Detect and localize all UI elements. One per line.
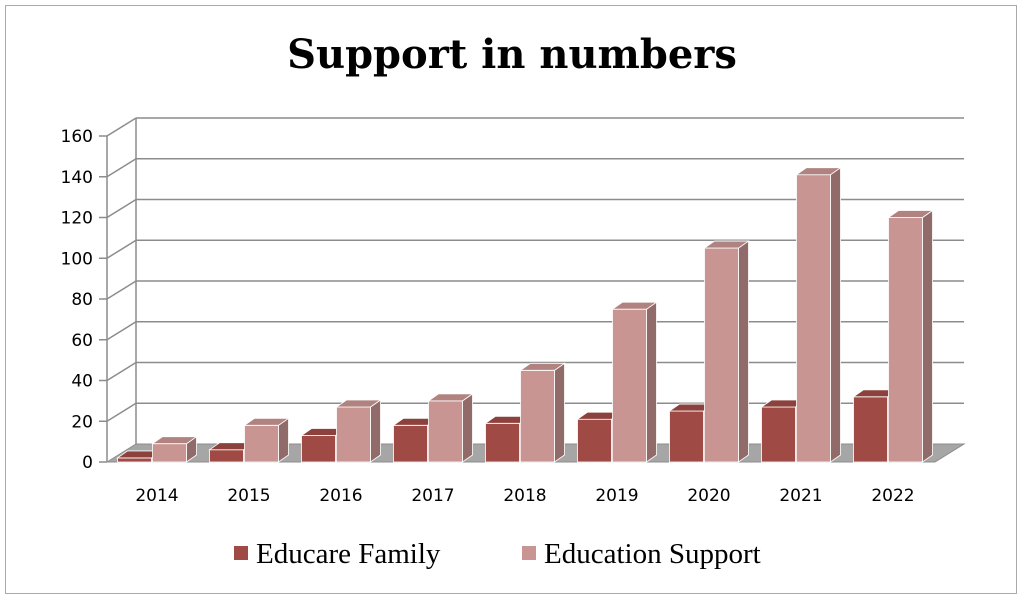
bar	[151, 435, 198, 463]
x-axis-ticks: 2014 2015 2016 2017 2018 2019 2020 2021 2022	[135, 486, 914, 506]
x-tick-label: 2018	[503, 486, 546, 506]
legend: Educare Family Education Support	[234, 538, 761, 570]
bar-top	[243, 417, 290, 426]
bar-top	[151, 436, 198, 445]
bar-side	[646, 301, 657, 463]
x-tick-label: 2022	[871, 486, 914, 506]
bar-front	[796, 174, 831, 463]
bar-side	[278, 417, 289, 463]
bar-side	[738, 240, 749, 463]
bar-side	[830, 166, 841, 463]
legend-swatch	[522, 546, 536, 560]
legend-item: Educare Family	[234, 538, 441, 570]
legend-swatch	[234, 546, 248, 560]
x-tick-label: 2021	[779, 486, 822, 506]
legend-label: Educare Family	[256, 538, 441, 570]
y-tick-label: 80	[71, 290, 93, 310]
bar-front	[485, 422, 520, 463]
bar-front	[393, 424, 428, 463]
y-axis-ticks: 0 20 40 60 80 100 120 140 160	[61, 127, 93, 473]
bar-front	[209, 449, 244, 463]
bar	[243, 417, 290, 463]
gridline-left	[106, 402, 137, 422]
bar-front	[577, 418, 612, 463]
x-tick-label: 2020	[687, 486, 730, 506]
y-tick-label: 0	[82, 453, 93, 473]
bar-front	[669, 410, 704, 463]
bar-front	[336, 406, 371, 463]
bar-top	[703, 240, 750, 249]
bar-front	[520, 369, 555, 463]
bar-front	[888, 217, 923, 463]
chart-frame	[5, 5, 1017, 594]
bar-side	[462, 393, 473, 463]
bar-top	[427, 393, 474, 402]
y-tick-label: 160	[61, 127, 93, 147]
bar	[335, 399, 382, 463]
legend-label: Education Support	[544, 538, 761, 570]
x-tick-label: 2016	[319, 486, 362, 506]
y-tick-label: 100	[61, 249, 93, 269]
gridline-left	[106, 158, 137, 178]
chart-title: Support in numbers	[287, 31, 737, 78]
gridline-left	[106, 280, 137, 300]
bar-top	[795, 167, 842, 176]
y-tick-label: 140	[61, 168, 93, 188]
bar	[519, 362, 566, 463]
bar-front	[704, 247, 739, 463]
x-tick-label: 2014	[135, 486, 178, 506]
bar-side	[554, 362, 565, 463]
bar	[887, 209, 934, 463]
bar-front	[301, 435, 336, 463]
bar	[427, 393, 474, 463]
bar-top	[611, 301, 658, 310]
bars	[116, 166, 934, 463]
bar	[703, 240, 750, 463]
bar-side	[370, 399, 381, 463]
gridline-left	[106, 321, 137, 341]
gridline-left	[106, 239, 137, 259]
y-tick-label: 20	[71, 412, 93, 432]
bar-front	[761, 406, 796, 463]
x-tick-label: 2017	[411, 486, 454, 506]
bar-front	[117, 457, 152, 463]
gridline-left	[106, 117, 137, 137]
y-tick-label: 120	[61, 209, 93, 229]
bar	[611, 301, 658, 463]
gridline-left	[106, 198, 137, 219]
bar-front	[244, 424, 279, 463]
bar-front	[612, 308, 647, 463]
bar-top	[335, 399, 382, 408]
legend-item: Education Support	[522, 538, 761, 570]
gridline-left	[106, 361, 137, 382]
bar-top	[887, 210, 934, 218]
y-tick-label: 60	[71, 331, 93, 351]
bar-front	[152, 443, 187, 463]
bar-side	[922, 209, 933, 463]
bar-top	[519, 362, 566, 371]
bar-front	[428, 400, 463, 463]
y-tick-label: 40	[71, 372, 93, 392]
x-tick-label: 2015	[227, 486, 270, 506]
bar	[795, 166, 842, 463]
x-tick-label: 2019	[595, 486, 638, 506]
bar-front	[853, 396, 888, 463]
